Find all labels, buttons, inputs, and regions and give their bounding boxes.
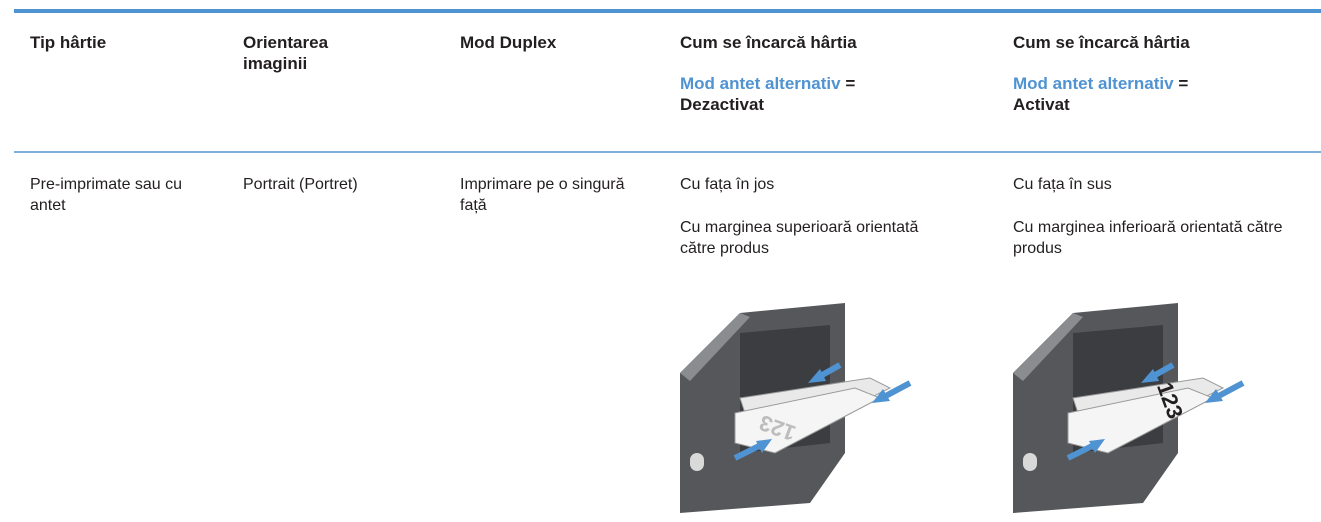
instruction: Cu fața în jos (680, 176, 775, 193)
equals: = (1178, 74, 1189, 93)
header-rule (14, 151, 1321, 153)
printer-illustration: 123 (680, 303, 912, 513)
instruction: Cu fața în sus (1013, 176, 1112, 193)
body-cell: Cu fața în jos Cu marginea superioară or… (680, 174, 930, 281)
setting-name: Mod antet alternativ (1013, 74, 1174, 93)
header-title: Cum se încarcă hârtia (1013, 33, 1190, 52)
body-cell: Pre-imprimate sau cu antet (30, 176, 183, 214)
setting-state: Activat (1013, 95, 1070, 114)
body-cell: Portrait (Portret) (243, 176, 358, 193)
body-cell: Imprimare pe o singură față (460, 176, 625, 214)
instruction: Cu marginea superioară orientată către p… (680, 219, 919, 257)
header-cell: Cum se încarcă hârtia Mod antet alternat… (1013, 32, 1313, 115)
top-rule (14, 9, 1321, 13)
header-cell: Mod Duplex (460, 33, 557, 52)
setting-state: Dezactivat (680, 95, 765, 114)
header-setting: Mod antet alternativ = Dezactivat (680, 73, 980, 115)
setting-name: Mod antet alternativ (680, 74, 841, 93)
instruction: Cu marginea inferioară orientată către p… (1013, 219, 1283, 257)
header-setting: Mod antet alternativ = Activat (1013, 73, 1313, 115)
header-cell: Orientarea imaginii (243, 33, 329, 73)
equals: = (845, 74, 856, 93)
body-cell: Cu fața în sus Cu marginea inferioară or… (1013, 174, 1318, 281)
header-cell: Cum se încarcă hârtia Mod antet alternat… (680, 32, 980, 115)
header-cell: Tip hârtie (30, 33, 107, 52)
printer-illustration: 123 (1013, 303, 1245, 513)
header-title: Cum se încarcă hârtia (680, 33, 857, 52)
